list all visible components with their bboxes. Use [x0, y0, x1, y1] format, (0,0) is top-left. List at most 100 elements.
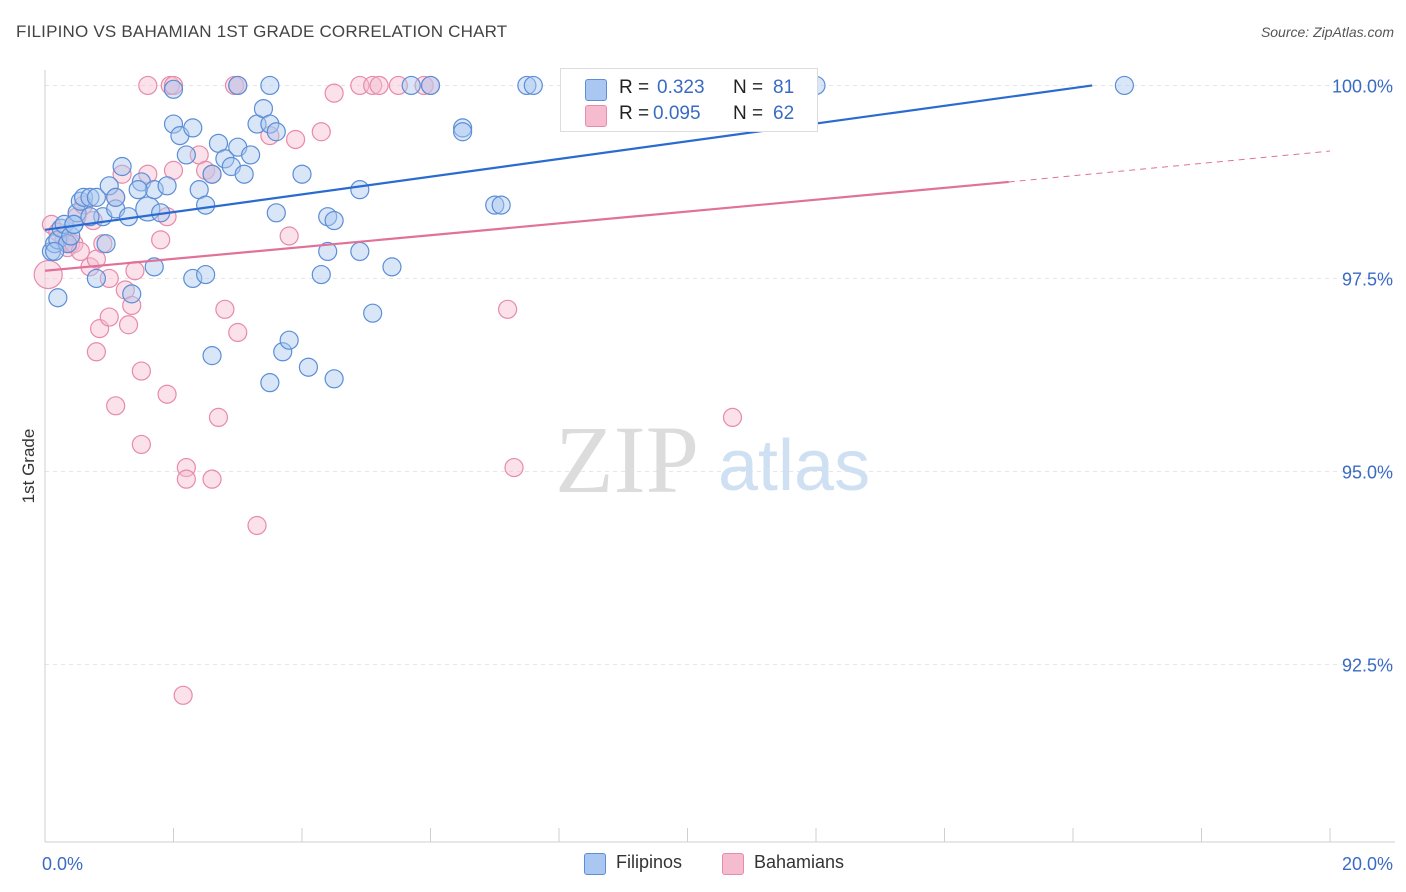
filipinos-point [266, 203, 286, 223]
filipinos-point [45, 241, 65, 262]
bahamians-n-label: N = [733, 103, 764, 124]
bahamians-point [112, 164, 132, 184]
filipinos-point [311, 264, 331, 285]
bahamians-point [86, 342, 107, 362]
filipinos-point [202, 346, 222, 366]
bahamians-n-value: 62 [773, 103, 795, 124]
filipinos-point [523, 75, 543, 96]
bahamians-point [247, 515, 267, 536]
y-tick-label-0: 100.0% [1332, 76, 1393, 96]
filipinos-point [453, 122, 473, 142]
filipinos-point [382, 257, 402, 277]
filipinos-point [324, 369, 344, 389]
filipinos-legend-swatch [584, 853, 606, 875]
chart-source: Source: ZipAtlas.com [1260, 24, 1394, 40]
bahamians-point [176, 469, 196, 489]
filipinos-point [176, 145, 196, 165]
bahamians-point [369, 75, 389, 96]
filipinos-point [260, 373, 280, 393]
filipinos-point [144, 180, 164, 200]
stats-legend: R = 0.323 N = 81 R = 0.095 N = 62 [560, 68, 818, 132]
filipinos-point [420, 75, 441, 96]
filipinos-point [202, 164, 222, 184]
bahamians-point [215, 299, 235, 319]
filipinos-point [491, 195, 511, 215]
chart-title: FILIPINO VS BAHAMIAN 1ST GRADE CORRELATI… [16, 22, 508, 41]
filipinos-trend-line [44, 84, 1093, 231]
filipinos-point [128, 180, 148, 200]
bahamians-r-label: R = [619, 103, 650, 124]
filipinos-point [401, 75, 421, 96]
bahamians-point [151, 230, 171, 250]
bahamians-point [176, 457, 196, 478]
bahamians-point [202, 469, 222, 489]
bahamians-point [125, 261, 145, 281]
filipinos-point [196, 264, 216, 285]
filipinos-point [363, 303, 383, 323]
trend-lines [44, 84, 1331, 272]
bahamians-point [279, 226, 299, 246]
filipinos-swatch [585, 79, 607, 101]
axes [44, 70, 1395, 843]
filipinos-point [183, 268, 203, 289]
filipinos-point [163, 79, 184, 99]
filipinos-point [122, 284, 142, 304]
bahamians-point [131, 361, 151, 381]
filipinos-n-value: 81 [773, 77, 795, 98]
filipinos-point [350, 241, 370, 262]
bahamians-point [722, 407, 743, 427]
y-axis-label: 1st Grade [19, 429, 38, 504]
bahamians-point [33, 259, 63, 290]
y-tick-label-3: 92.5% [1342, 655, 1393, 675]
filipinos-point [80, 187, 100, 207]
watermark-zip: ZIP [555, 406, 699, 513]
filipinos-point [48, 288, 68, 308]
filipinos-point [157, 176, 177, 196]
filipinos-point [163, 114, 184, 134]
filipinos-point [318, 241, 338, 262]
filipinos-point [324, 210, 344, 231]
bahamians-point [157, 384, 177, 404]
filipinos-point [517, 75, 537, 96]
filipinos-r-label: R = [619, 77, 650, 98]
filipinos-point [215, 149, 235, 169]
filipinos-point [112, 156, 132, 177]
bahamians-points [33, 75, 743, 705]
filipinos-point [228, 75, 248, 96]
tick-labels: 100.0% 97.5% 95.0% 92.5% 0.0% 20.0% [42, 76, 1393, 874]
filipinos-point [1114, 75, 1135, 96]
filipinos-point [485, 195, 505, 215]
filipinos-point [80, 207, 100, 227]
filipinos-point [54, 214, 74, 234]
filipinos-legend-label: Filipinos [616, 852, 683, 872]
filipinos-point [86, 268, 107, 289]
bahamians-legend-swatch [722, 853, 744, 875]
watermark: ZIP atlas [555, 406, 870, 513]
filipinos-point [144, 257, 164, 277]
filipinos-point [106, 187, 126, 207]
bahamians-point [138, 75, 158, 96]
bahamians-point [208, 407, 229, 427]
bahamians-point [99, 307, 119, 327]
bahamians-point [504, 457, 524, 478]
filipinos-point [279, 330, 299, 350]
bahamians-point [285, 129, 306, 150]
filipinos-point [96, 234, 116, 254]
bahamians-trend-line [44, 180, 1009, 272]
bahamians-swatch [585, 105, 607, 127]
filipinos-point [266, 122, 286, 142]
filipinos-point [260, 75, 280, 96]
bahamians-point [498, 299, 518, 319]
bahamians-point [106, 396, 126, 416]
bahamians-point [131, 434, 151, 455]
bahamians-point [228, 322, 248, 343]
bahamians-point [363, 75, 383, 96]
y-tick-label-2: 95.0% [1342, 462, 1393, 482]
bahamians-point [173, 685, 193, 705]
bahamians-legend-label: Bahamians [754, 852, 845, 872]
filipinos-point [292, 164, 312, 184]
filipinos-point [86, 187, 107, 207]
watermark-atlas: atlas [718, 426, 870, 506]
bahamians-trend-extension [1008, 150, 1331, 183]
